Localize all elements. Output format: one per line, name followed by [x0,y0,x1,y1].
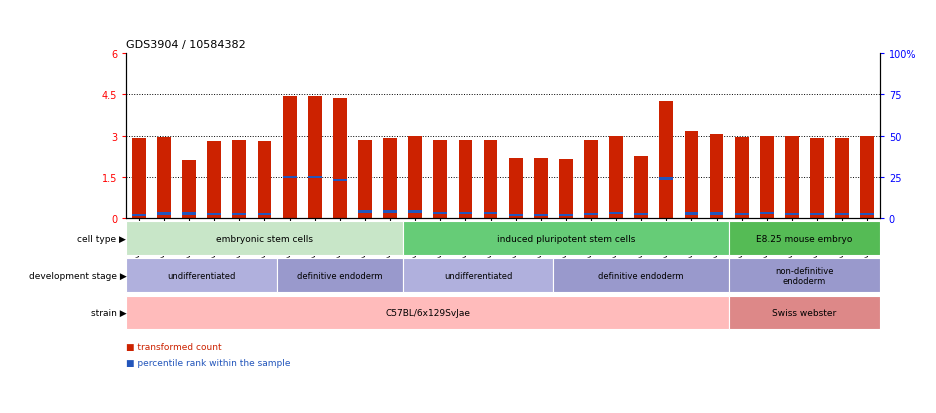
Bar [729,296,880,330]
Bar [709,135,724,219]
Text: definitive endoderm: definitive endoderm [297,271,383,280]
Bar [729,259,880,292]
Bar [635,214,648,216]
Bar [283,96,297,219]
Bar [709,213,724,215]
Text: development stage ▶: development stage ▶ [29,271,126,280]
Text: cell type ▶: cell type ▶ [78,234,126,243]
Bar [835,214,849,216]
Text: ■ transformed count: ■ transformed count [126,342,222,351]
Bar [860,136,874,219]
Bar [735,138,749,219]
Bar [277,259,402,292]
Bar [358,140,372,219]
Bar [132,214,146,217]
Bar [835,139,849,219]
Bar [553,259,729,292]
Bar [333,179,346,181]
Bar [559,160,573,219]
Text: non-definitive
endoderm: non-definitive endoderm [775,266,834,285]
Text: Swiss webster: Swiss webster [772,309,837,317]
Bar [183,161,196,219]
Bar [509,214,522,217]
Text: undifferentiated: undifferentiated [168,271,236,280]
Bar [208,214,221,216]
Bar [183,213,196,215]
Bar [402,222,729,255]
Bar [433,140,447,219]
Text: ■ percentile rank within the sample: ■ percentile rank within the sample [126,358,291,368]
Bar [484,212,497,214]
Bar [684,213,698,215]
Bar [383,139,397,219]
Bar [729,222,880,255]
Bar [459,212,473,214]
Bar [735,214,749,216]
Bar [232,140,246,219]
Bar [584,214,598,216]
Text: induced pluripotent stem cells: induced pluripotent stem cells [497,234,636,243]
Bar [383,211,397,213]
Bar [308,176,322,179]
Bar [157,213,171,215]
Bar [509,158,522,219]
Bar [257,142,271,219]
Bar [584,140,598,219]
Bar [811,139,824,219]
Bar [559,214,573,217]
Bar [785,214,798,216]
Text: C57BL/6x129SvJae: C57BL/6x129SvJae [386,309,470,317]
Bar [660,102,673,219]
Bar [232,214,246,216]
Text: GDS3904 / 10584382: GDS3904 / 10584382 [126,40,246,50]
Bar [660,178,673,180]
Bar [132,139,146,219]
Bar [126,296,729,330]
Bar [308,96,322,219]
Bar [534,158,548,219]
Bar [358,211,372,213]
Bar [459,140,473,219]
Bar [333,99,346,219]
Bar [609,136,623,219]
Text: E8.25 mouse embryo: E8.25 mouse embryo [756,234,853,243]
Bar [402,259,553,292]
Bar [283,176,297,179]
Bar [408,211,422,213]
Bar [785,136,798,219]
Bar [126,222,402,255]
Text: strain ▶: strain ▶ [91,309,126,317]
Text: definitive endoderm: definitive endoderm [598,271,684,280]
Bar [760,136,774,219]
Bar [534,214,548,217]
Bar [126,259,277,292]
Bar [760,212,774,214]
Bar [433,212,447,214]
Bar [609,212,623,214]
Bar [484,140,497,219]
Bar [208,142,221,219]
Bar [157,138,171,219]
Bar [684,132,698,219]
Bar [811,214,824,216]
Bar [257,214,271,216]
Bar [408,136,422,219]
Bar [635,157,648,219]
Bar [860,214,874,216]
Text: undifferentiated: undifferentiated [444,271,512,280]
Text: embryonic stem cells: embryonic stem cells [216,234,313,243]
